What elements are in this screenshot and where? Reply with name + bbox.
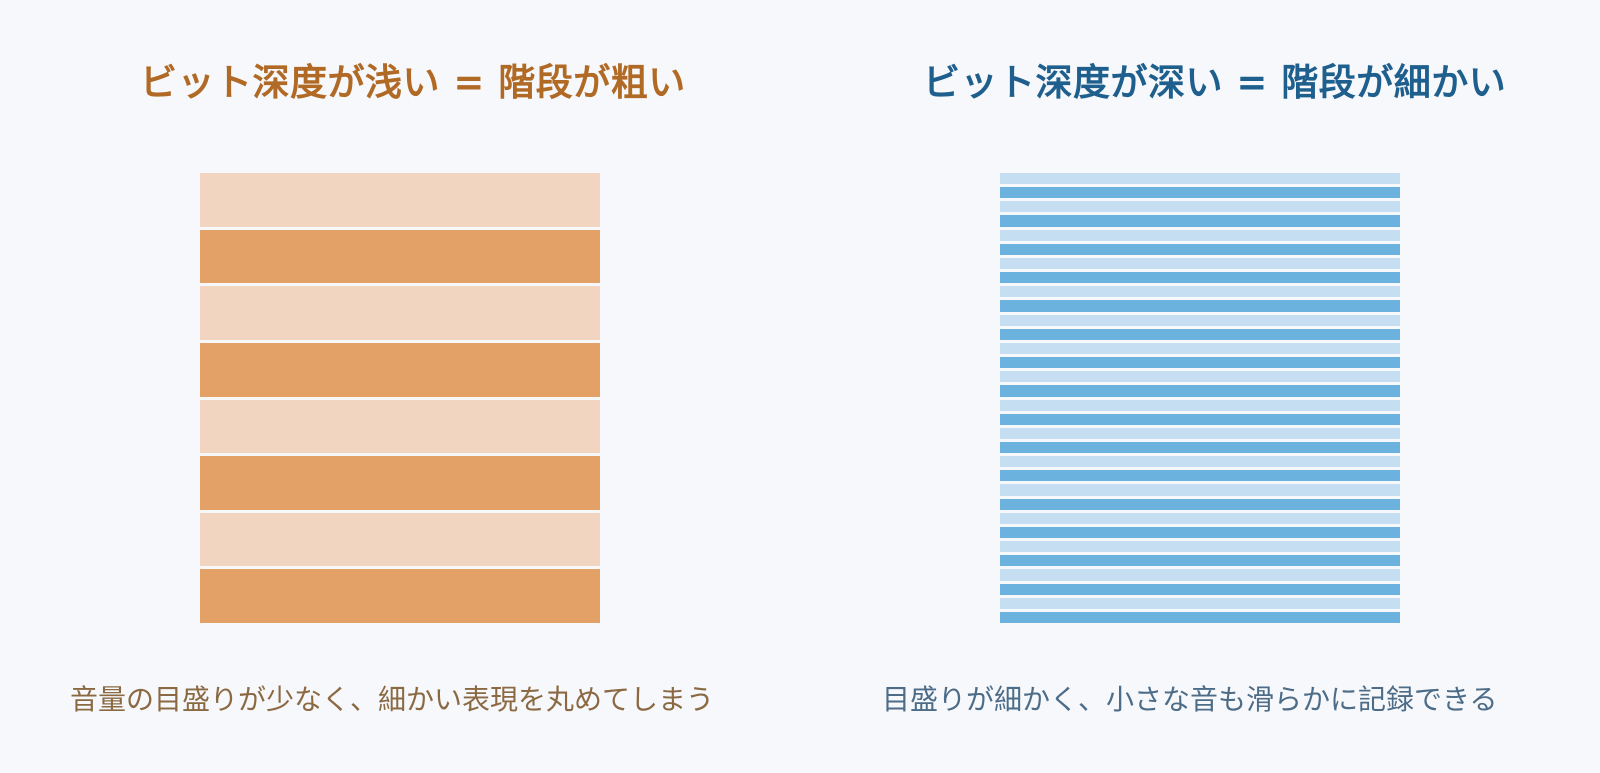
coarse-step-band <box>200 286 600 340</box>
fine-step-band <box>1000 385 1400 397</box>
coarse-step-band <box>200 512 600 567</box>
fine-step-band <box>1000 314 1400 326</box>
coarse-steps-caption: 音量の目盛りが少なく、細かい表現を丸めてしまう <box>70 683 715 716</box>
fine-steps-stack <box>1000 173 1400 623</box>
coarse-step-band <box>200 173 600 227</box>
coarse-step-band <box>200 342 600 397</box>
fine-step-band <box>1000 342 1400 355</box>
coarse-step-band <box>200 569 600 623</box>
fine-step-band <box>1000 484 1400 496</box>
fine-step-band <box>1000 229 1400 241</box>
coarse-step-band <box>200 399 600 454</box>
coarse-steps-stack <box>200 173 600 623</box>
fine-step-band <box>1000 441 1400 454</box>
coarse-step-band <box>200 229 600 284</box>
fine-step-band <box>1000 243 1400 255</box>
fine-steps-caption: 目盛りが細かく、小さな音も滑らかに記録できる <box>882 683 1498 716</box>
fine-step-band <box>1000 555 1400 567</box>
fine-step-band <box>1000 286 1400 298</box>
fine-step-band <box>1000 300 1400 312</box>
fine-step-band <box>1000 413 1400 425</box>
fine-step-band <box>1000 201 1400 213</box>
fine-step-band <box>1000 456 1400 468</box>
fine-step-band <box>1000 498 1400 510</box>
fine-step-band <box>1000 583 1400 595</box>
coarse-steps-title: ビット深度が浅い = 階段が粗い <box>140 61 686 104</box>
fine-step-band <box>1000 611 1400 623</box>
fine-step-band <box>1000 541 1400 553</box>
fine-step-band <box>1000 427 1400 439</box>
fine-step-band <box>1000 526 1400 539</box>
fine-steps-title: ビット深度が深い = 階段が細かい <box>923 61 1507 104</box>
fine-step-band <box>1000 399 1400 411</box>
fine-step-band <box>1000 257 1400 270</box>
fine-step-band <box>1000 512 1400 524</box>
fine-step-band <box>1000 187 1400 199</box>
fine-step-band <box>1000 569 1400 581</box>
fine-step-band <box>1000 371 1400 383</box>
fine-step-band <box>1000 328 1400 340</box>
fine-step-band <box>1000 215 1400 227</box>
coarse-step-band <box>200 456 600 510</box>
fine-step-band <box>1000 470 1400 482</box>
fine-step-band <box>1000 272 1400 284</box>
fine-step-band <box>1000 597 1400 609</box>
fine-step-band <box>1000 173 1400 185</box>
fine-step-band <box>1000 357 1400 369</box>
